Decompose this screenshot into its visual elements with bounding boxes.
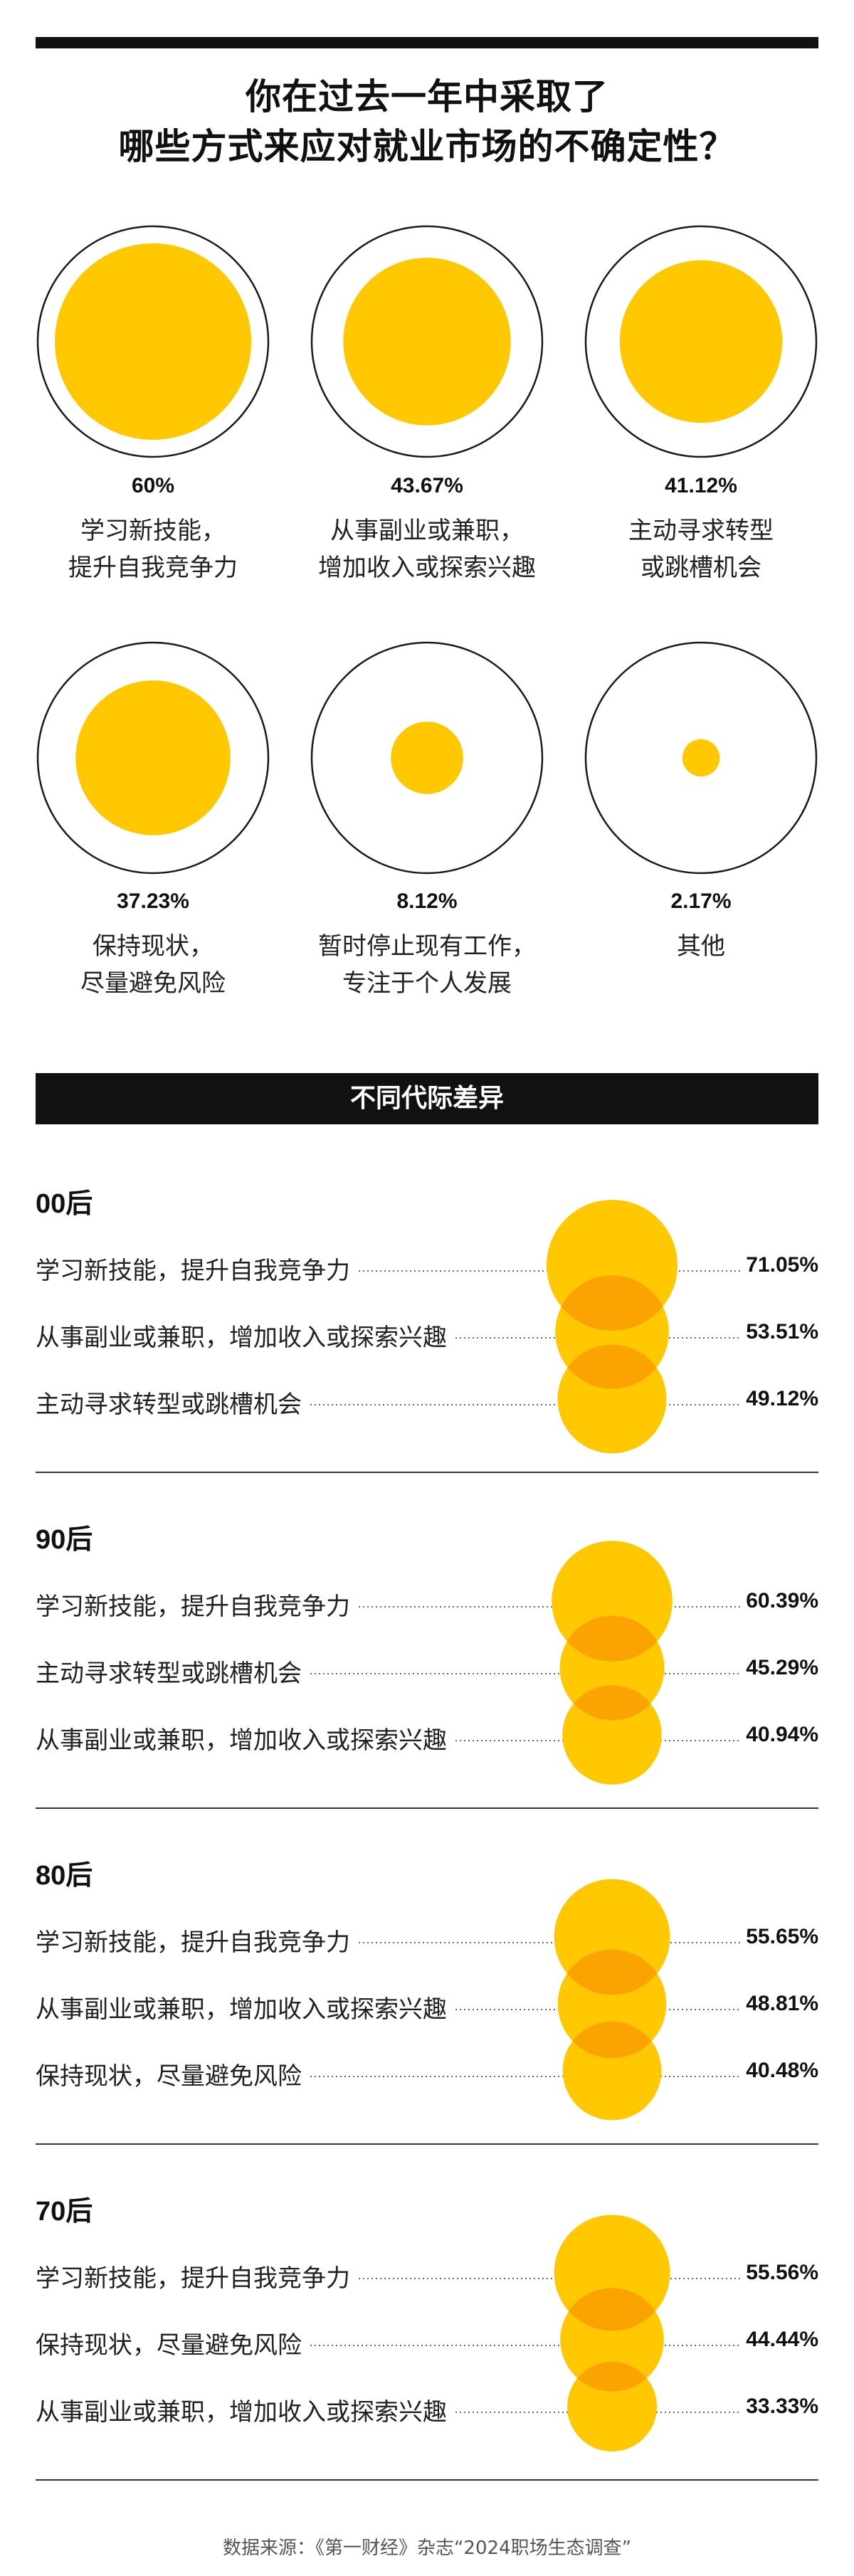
category-label: 暂时停止现有工作， 专注于个人发展 [318, 932, 536, 998]
reference-ring [584, 641, 818, 875]
row-value: 71.05% [746, 1253, 818, 1277]
reference-ring [36, 641, 270, 875]
category-label: 保持现状， 尽量避免风险 [80, 932, 226, 998]
row-value: 53.51% [746, 1320, 818, 1344]
group-title: 80后 [36, 1861, 93, 1891]
group-title: 00后 [36, 1189, 93, 1219]
bubble-overlap [562, 2021, 662, 2059]
bubble-overlap [567, 2362, 657, 2392]
bubble [343, 258, 511, 426]
row-label: 从事副业或兼职，增加收入或探索兴趣 [36, 2398, 447, 2427]
row-value: 44.44% [746, 2328, 818, 2351]
top-rule [36, 37, 818, 48]
bubble [682, 739, 720, 777]
bubble [55, 243, 251, 440]
row-value: 33.33% [746, 2395, 818, 2418]
row-value: 60.39% [746, 1589, 818, 1612]
reference-ring [584, 225, 818, 458]
category-label: 从事副业或兼职， 增加收入或探索兴趣 [318, 517, 536, 582]
reference-ring [36, 225, 270, 458]
reference-ring [310, 225, 544, 458]
section-banner: 不同代际差异 [36, 1073, 818, 1124]
group-title: 90后 [36, 1525, 93, 1555]
row-value: 48.81% [746, 1992, 818, 2015]
reference-ring [310, 641, 544, 875]
row-label: 主动寻求转型或跳槽机会 [36, 1659, 302, 1688]
row-value: 49.12% [746, 1387, 818, 1410]
group-separator [36, 2479, 818, 2481]
group-separator [36, 2143, 818, 2145]
bubble-overlap [560, 2288, 664, 2331]
row-label: 学习新技能，提升自我竞争力 [36, 1928, 350, 1957]
category-label: 主动寻求转型 或跳槽机会 [628, 517, 774, 582]
bubble-overlap [555, 1275, 669, 1331]
chart-title-line-2: 哪些方式来应对就业市场的不确定性？ [118, 126, 736, 167]
category-label: 其他 [677, 932, 725, 961]
bubble [75, 680, 231, 835]
bubble-overlap [559, 1615, 665, 1662]
group-separator [36, 1807, 818, 1809]
row-value: 40.94% [746, 1723, 818, 1746]
value-label: 43.67% [391, 474, 463, 497]
row-label: 主动寻求转型或跳槽机会 [36, 1390, 302, 1419]
row-value: 55.56% [746, 2261, 818, 2284]
source-note: 数据来源：《第一财经》杂志“2024职场生态调查” [222, 2538, 632, 2559]
row-label: 保持现状，尽量避免风险 [36, 2062, 302, 2091]
bubble-overlap [562, 1685, 662, 1721]
group-title: 70后 [36, 2197, 93, 2227]
value-label: 60% [131, 474, 175, 497]
row-value: 45.29% [746, 1656, 818, 1679]
bubble-overlap [557, 1344, 667, 1389]
value-label: 2.17% [670, 890, 732, 913]
group-separator [36, 1472, 818, 1473]
row-label: 学习新技能，提升自我竞争力 [36, 2264, 350, 2293]
value-label: 8.12% [396, 890, 458, 913]
row-label: 保持现状，尽量避免风险 [36, 2331, 302, 2360]
row-label: 从事副业或兼职，增加收入或探索兴趣 [36, 1995, 447, 2024]
bubble [619, 260, 783, 423]
value-label: 41.12% [665, 474, 737, 497]
bubble [391, 722, 463, 794]
bubble-overlap [557, 1949, 667, 1995]
value-label: 37.23% [117, 890, 189, 913]
row-label: 学习新技能，提升自我竞争力 [36, 1257, 350, 1285]
row-label: 从事副业或兼职，增加收入或探索兴趣 [36, 1324, 447, 1352]
row-label: 从事副业或兼职，增加收入或探索兴趣 [36, 1726, 447, 1755]
chart-title-line-1: 你在过去一年中采取了 [246, 76, 608, 117]
category-label: 学习新技能， 提升自我竞争力 [68, 517, 238, 582]
row-value: 55.65% [746, 1925, 818, 1948]
row-label: 学习新技能，提升自我竞争力 [36, 1593, 350, 1621]
row-value: 40.48% [746, 2059, 818, 2082]
